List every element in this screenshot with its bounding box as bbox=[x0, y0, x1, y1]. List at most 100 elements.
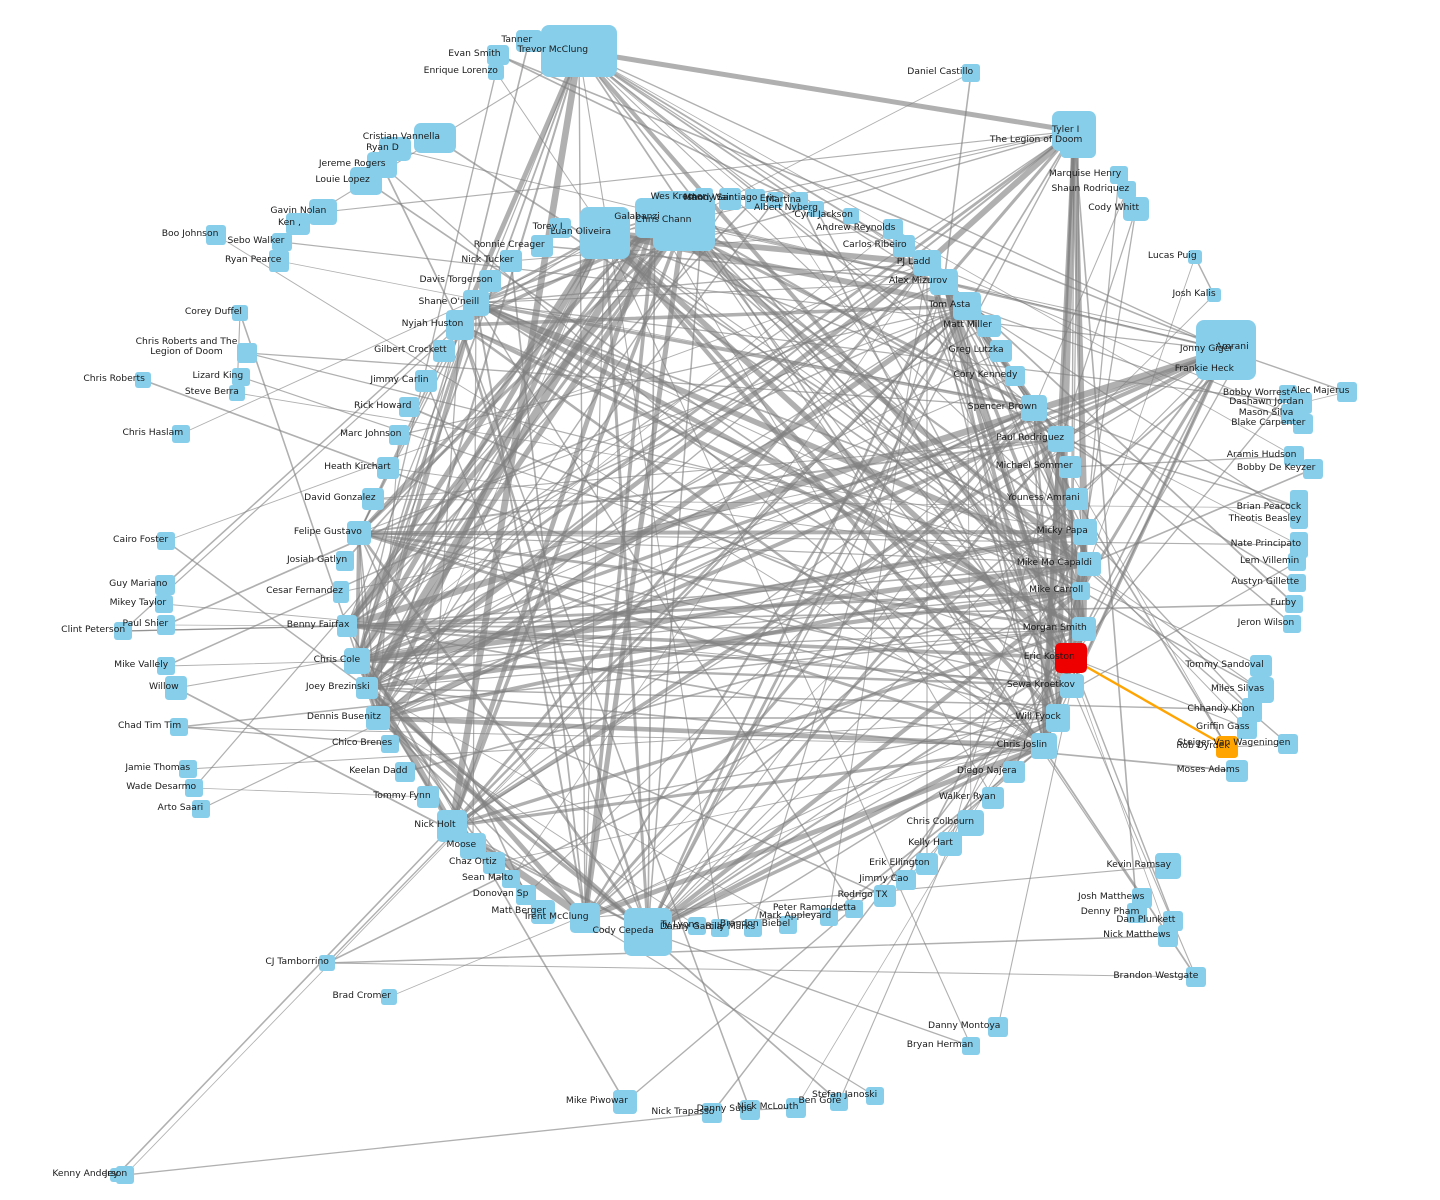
graph-node[interactable] bbox=[433, 340, 455, 362]
graph-node[interactable] bbox=[395, 762, 415, 782]
graph-node[interactable] bbox=[702, 1103, 722, 1123]
graph-node[interactable] bbox=[820, 908, 838, 926]
graph-node[interactable] bbox=[414, 123, 456, 153]
graph-node[interactable] bbox=[1046, 704, 1070, 732]
graph-node[interactable] bbox=[232, 305, 248, 321]
graph-node[interactable] bbox=[1158, 925, 1178, 947]
graph-node[interactable] bbox=[110, 1168, 124, 1182]
graph-node[interactable] bbox=[1303, 459, 1323, 479]
graph-node[interactable] bbox=[1283, 615, 1301, 633]
graph-node[interactable] bbox=[1290, 532, 1308, 558]
graph-node[interactable] bbox=[1048, 426, 1074, 452]
graph-node[interactable] bbox=[613, 1090, 637, 1114]
graph-node[interactable] bbox=[350, 167, 382, 195]
graph-node[interactable] bbox=[381, 735, 399, 753]
graph-node[interactable] bbox=[570, 903, 600, 933]
graph-node[interactable] bbox=[1072, 617, 1096, 641]
graph-node[interactable] bbox=[237, 343, 257, 363]
graph-node[interactable] bbox=[1021, 395, 1047, 421]
graph-node[interactable] bbox=[337, 615, 357, 637]
graph-node[interactable] bbox=[155, 575, 175, 595]
graph-node[interactable] bbox=[1278, 734, 1298, 754]
graph-node[interactable] bbox=[347, 521, 371, 545]
graph-node[interactable] bbox=[185, 779, 203, 797]
graph-node[interactable] bbox=[399, 397, 419, 417]
graph-node[interactable] bbox=[1059, 456, 1081, 478]
graph-node[interactable] bbox=[336, 551, 354, 571]
graph-node[interactable] bbox=[580, 207, 630, 259]
graph-node[interactable] bbox=[962, 1037, 980, 1055]
graph-node[interactable] bbox=[531, 900, 555, 924]
graph-node[interactable] bbox=[269, 250, 289, 272]
graph-node[interactable] bbox=[695, 188, 713, 208]
graph-node[interactable] bbox=[1073, 519, 1097, 545]
graph-node[interactable] bbox=[516, 30, 542, 52]
graph-node[interactable] bbox=[1207, 288, 1221, 302]
graph-node[interactable] bbox=[206, 225, 226, 245]
graph-node[interactable] bbox=[1186, 967, 1206, 987]
graph-node[interactable] bbox=[479, 270, 501, 292]
graph-node[interactable] bbox=[1226, 760, 1248, 782]
graph-node[interactable] bbox=[744, 919, 762, 937]
graph-node[interactable] bbox=[830, 1093, 848, 1111]
graph-node[interactable] bbox=[272, 233, 292, 251]
graph-node[interactable] bbox=[232, 368, 250, 386]
graph-node[interactable] bbox=[229, 385, 245, 401]
graph-node[interactable] bbox=[172, 425, 190, 443]
graph-node[interactable] bbox=[883, 219, 903, 239]
graph-node[interactable] bbox=[319, 955, 335, 971]
graph-node[interactable] bbox=[1060, 124, 1096, 158]
graph-node[interactable] bbox=[988, 1017, 1008, 1037]
graph-node[interactable] bbox=[502, 870, 520, 888]
graph-node[interactable] bbox=[808, 201, 824, 217]
graph-node[interactable] bbox=[483, 852, 505, 874]
graph-node[interactable] bbox=[165, 676, 187, 700]
graph-node[interactable] bbox=[1240, 341, 1254, 355]
graph-node[interactable] bbox=[1077, 552, 1101, 576]
graph-node[interactable] bbox=[1072, 582, 1090, 600]
graph-node[interactable] bbox=[1003, 761, 1025, 783]
graph-node[interactable] bbox=[516, 885, 536, 905]
graph-node[interactable] bbox=[500, 250, 522, 272]
graph-node[interactable] bbox=[767, 192, 783, 208]
graph-node[interactable] bbox=[114, 622, 132, 640]
graph-node[interactable] bbox=[1066, 488, 1088, 510]
graph-node[interactable] bbox=[688, 917, 706, 935]
graph-node[interactable] bbox=[460, 833, 486, 859]
graph-node[interactable] bbox=[745, 189, 765, 209]
graph-node[interactable] bbox=[135, 372, 151, 388]
graph-node[interactable] bbox=[740, 1100, 760, 1120]
graph-node[interactable] bbox=[1060, 674, 1084, 698]
graph-node[interactable] bbox=[1188, 250, 1202, 264]
graph-node[interactable] bbox=[958, 810, 984, 836]
graph-node[interactable] bbox=[170, 718, 188, 736]
graph-node[interactable] bbox=[157, 615, 175, 635]
graph-node[interactable] bbox=[1216, 736, 1238, 758]
graph-node[interactable] bbox=[377, 457, 399, 479]
graph-node[interactable] bbox=[157, 532, 175, 550]
graph-node[interactable] bbox=[1293, 414, 1313, 434]
graph-node[interactable] bbox=[1237, 717, 1257, 739]
graph-node[interactable] bbox=[389, 425, 409, 445]
graph-node[interactable] bbox=[916, 853, 938, 875]
graph-node[interactable] bbox=[541, 25, 617, 77]
graph-node[interactable] bbox=[1288, 574, 1306, 592]
graph-node[interactable] bbox=[982, 787, 1004, 809]
graph-node[interactable] bbox=[635, 198, 675, 238]
graph-node[interactable] bbox=[962, 64, 980, 82]
graph-node[interactable] bbox=[366, 706, 390, 730]
graph-node[interactable] bbox=[1290, 511, 1308, 529]
graph-node[interactable] bbox=[938, 832, 962, 856]
graph-node[interactable] bbox=[344, 648, 370, 674]
graph-node[interactable] bbox=[155, 595, 173, 613]
graph-node[interactable] bbox=[1123, 197, 1149, 221]
graph-node[interactable] bbox=[843, 208, 859, 224]
graph-node[interactable] bbox=[1284, 446, 1304, 466]
graph-node[interactable] bbox=[309, 199, 337, 225]
graph-node[interactable] bbox=[1110, 166, 1128, 184]
graph-node[interactable] bbox=[1285, 595, 1303, 613]
graph-node[interactable] bbox=[1288, 553, 1306, 571]
graph-node[interactable] bbox=[1242, 698, 1262, 722]
graph-node[interactable] bbox=[977, 315, 1001, 337]
